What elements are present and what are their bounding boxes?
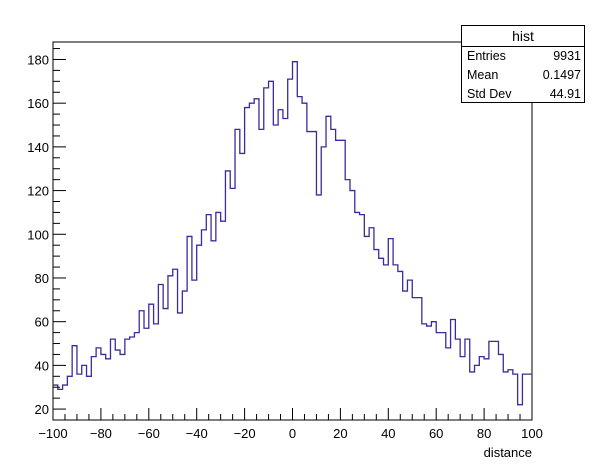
y-axis: 20 40 60 80 100 120 140 160 180 [27, 48, 66, 421]
stats-row-mean: Mean 0.1497 [462, 66, 584, 85]
stats-label: Entries [467, 49, 506, 63]
y-tick-label: 120 [27, 184, 49, 199]
x-tick-label: −100 [38, 426, 67, 441]
x-tick-label: 60 [429, 426, 443, 441]
stats-title: hist [462, 26, 584, 47]
stats-value: 0.1497 [542, 68, 581, 82]
histogram-line [53, 61, 532, 406]
x-tick-label: −20 [234, 426, 256, 441]
stats-row-stddev: Std Dev 44.91 [462, 85, 584, 104]
y-tick-label: 20 [35, 402, 49, 417]
y-tick-label: 80 [35, 271, 49, 286]
stats-row-entries: Entries 9931 [462, 47, 584, 66]
stats-label: Mean [467, 68, 499, 82]
stats-box: hist Entries 9931 Mean 0.1497 Std Dev 44… [461, 25, 585, 103]
x-tick-label: −80 [90, 426, 112, 441]
x-axis: −100 −80 −60 −40 −20 0 20 40 60 80 100 [38, 408, 543, 441]
x-tick-label: −40 [186, 426, 208, 441]
y-tick-label: 160 [27, 96, 49, 111]
stats-label: Std Dev [467, 87, 512, 101]
y-tick-label: 100 [27, 227, 49, 242]
x-axis-label: distance [484, 445, 532, 460]
x-tick-label: 40 [381, 426, 395, 441]
stats-value: 44.91 [549, 87, 581, 101]
x-tick-label: 100 [521, 426, 543, 441]
x-tick-label: 0 [289, 426, 296, 441]
x-tick-label: −60 [138, 426, 160, 441]
stats-value: 9931 [553, 49, 581, 63]
y-tick-label: 60 [35, 315, 49, 330]
y-tick-label: 40 [35, 358, 49, 373]
x-tick-label: 20 [333, 426, 347, 441]
y-tick-label: 180 [27, 52, 49, 67]
x-tick-label: 80 [477, 426, 491, 441]
y-tick-label: 140 [27, 140, 49, 155]
